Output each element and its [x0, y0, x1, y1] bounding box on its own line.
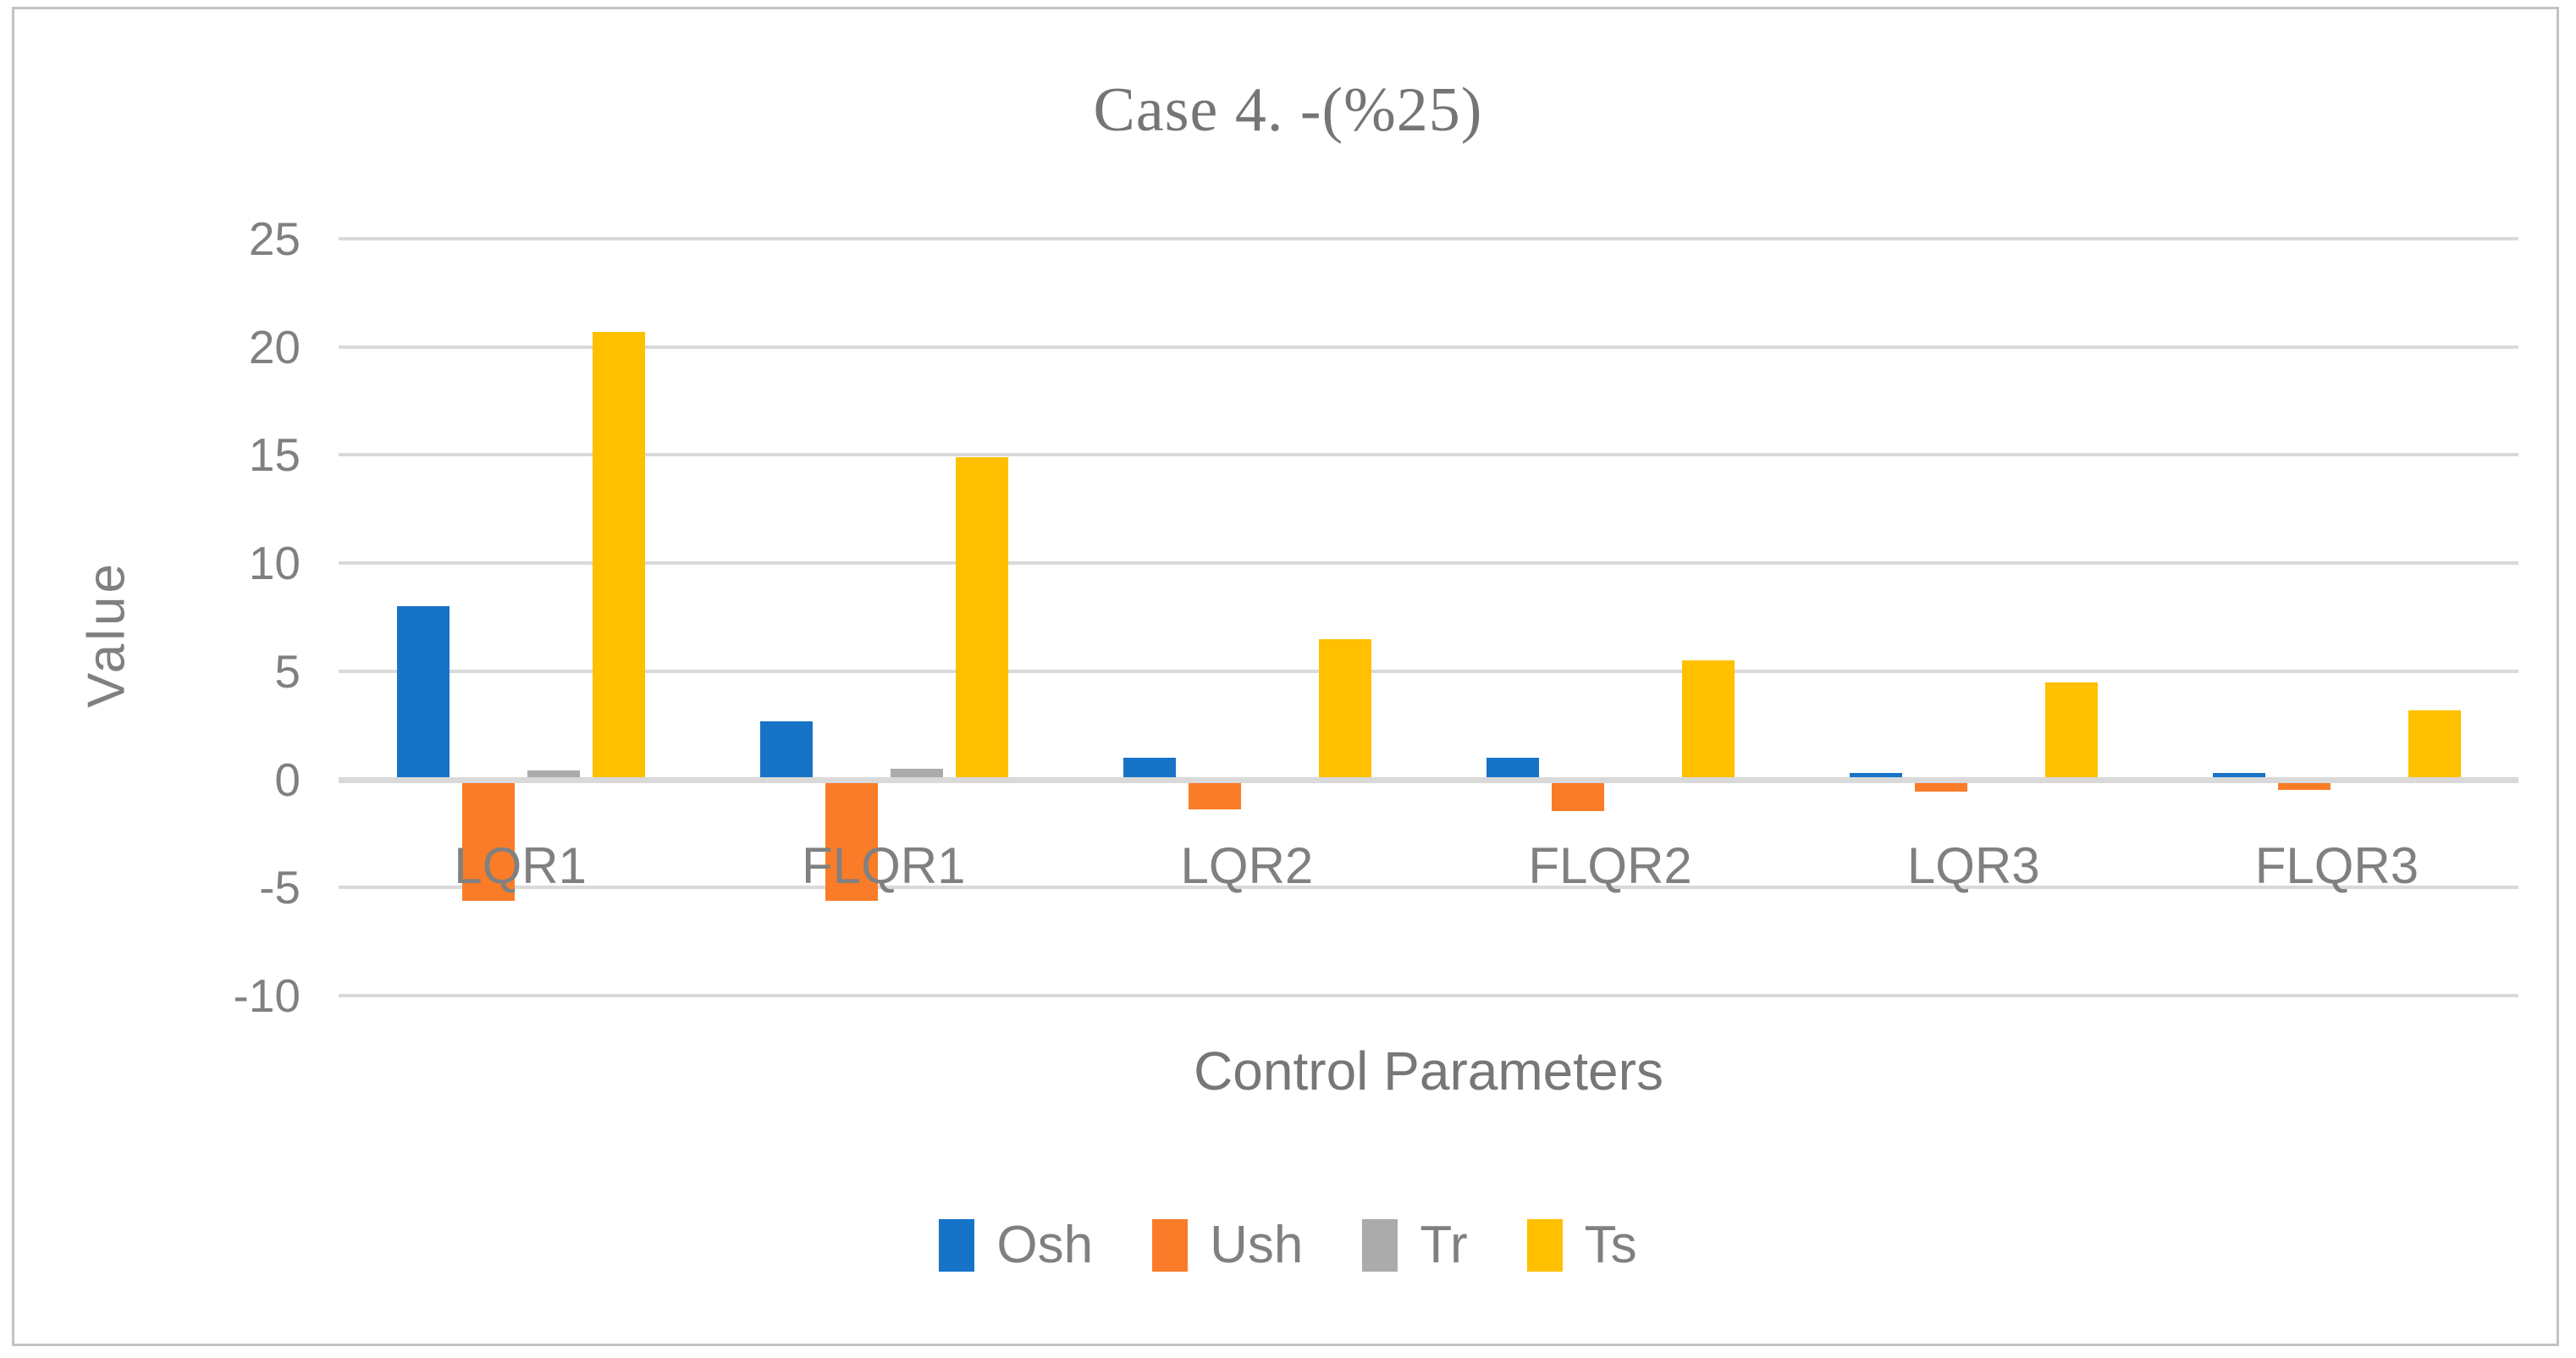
legend-item-ts: Ts — [1526, 1216, 1637, 1274]
gridline-10 — [339, 561, 2518, 566]
gridline--5 — [339, 886, 2518, 890]
gridline-5 — [339, 669, 2518, 673]
y-tick-label-20: 20 — [248, 320, 301, 373]
bar-ush-flqr1 — [825, 779, 878, 901]
bar-osh-lqr3 — [1850, 772, 1903, 780]
bar-ts-lqr2 — [1318, 638, 1371, 780]
x-category-label-flqr3: FLQR3 — [2254, 837, 2419, 894]
bar-ts-flqr3 — [2408, 709, 2462, 780]
x-category-label-lqr2: LQR2 — [1180, 837, 1314, 894]
gridline--10 — [339, 994, 2518, 997]
bar-ush-lqr1 — [461, 779, 515, 901]
y-tick-label-0: 0 — [274, 753, 301, 806]
legend-label-ush: Ush — [1210, 1216, 1304, 1274]
bar-osh-lqr1 — [396, 606, 450, 780]
bar-ush-flqr2 — [1552, 779, 1605, 811]
legend-item-osh: Osh — [939, 1219, 1093, 1272]
x-axis-zero-line — [339, 776, 2518, 783]
legend: Osh Ush Tr Ts — [0, 1219, 2576, 1272]
bar-ts-lqr1 — [592, 331, 645, 780]
bar-ush-lqr2 — [1188, 779, 1241, 810]
x-axis-title: Control Parameters — [1194, 1041, 1663, 1101]
bar-osh-flqr1 — [759, 720, 813, 780]
legend-label-tr: Tr — [1420, 1216, 1468, 1274]
legend-swatch-osh — [939, 1219, 975, 1272]
bar-osh-flqr3 — [2213, 772, 2266, 780]
legend-item-tr: Tr — [1362, 1216, 1468, 1274]
y-tick-label-10: 10 — [248, 537, 301, 590]
gridline-25 — [339, 237, 2518, 240]
legend-swatch-ts — [1526, 1219, 1563, 1272]
x-category-label-lqr1: LQR1 — [454, 837, 587, 894]
legend-swatch-ush — [1152, 1219, 1189, 1272]
bar-ts-flqr2 — [1682, 660, 1735, 780]
x-category-label-flqr1: FLQR1 — [802, 837, 966, 894]
x-category-label-flqr2: FLQR2 — [1528, 837, 1692, 894]
bar-ts-lqr3 — [2045, 682, 2099, 780]
y-tick-label--10: -10 — [233, 969, 301, 1022]
bar-osh-flqr2 — [1487, 758, 1540, 780]
y-tick-label-25: 25 — [248, 213, 301, 265]
gridline-20 — [339, 345, 2518, 349]
bar-ts-flqr1 — [955, 456, 1008, 780]
legend-item-ush: Ush — [1152, 1219, 1303, 1272]
gridline-15 — [339, 453, 2518, 457]
chart-title: Case 4. -(%25) — [1093, 75, 1483, 145]
bar-osh-lqr2 — [1123, 758, 1176, 780]
legend-label-osh: Osh — [996, 1216, 1094, 1274]
bar-tr-lqr1 — [527, 770, 580, 780]
x-category-label-lqr3: LQR3 — [1906, 837, 2040, 894]
bar-tr-flqr1 — [890, 768, 943, 780]
legend-swatch-tr — [1362, 1219, 1398, 1272]
y-tick-label-5: 5 — [274, 644, 301, 698]
legend-label-ts: Ts — [1584, 1216, 1637, 1274]
y-tick-label--5: -5 — [259, 861, 301, 914]
y-tick-label-15: 15 — [248, 428, 301, 482]
